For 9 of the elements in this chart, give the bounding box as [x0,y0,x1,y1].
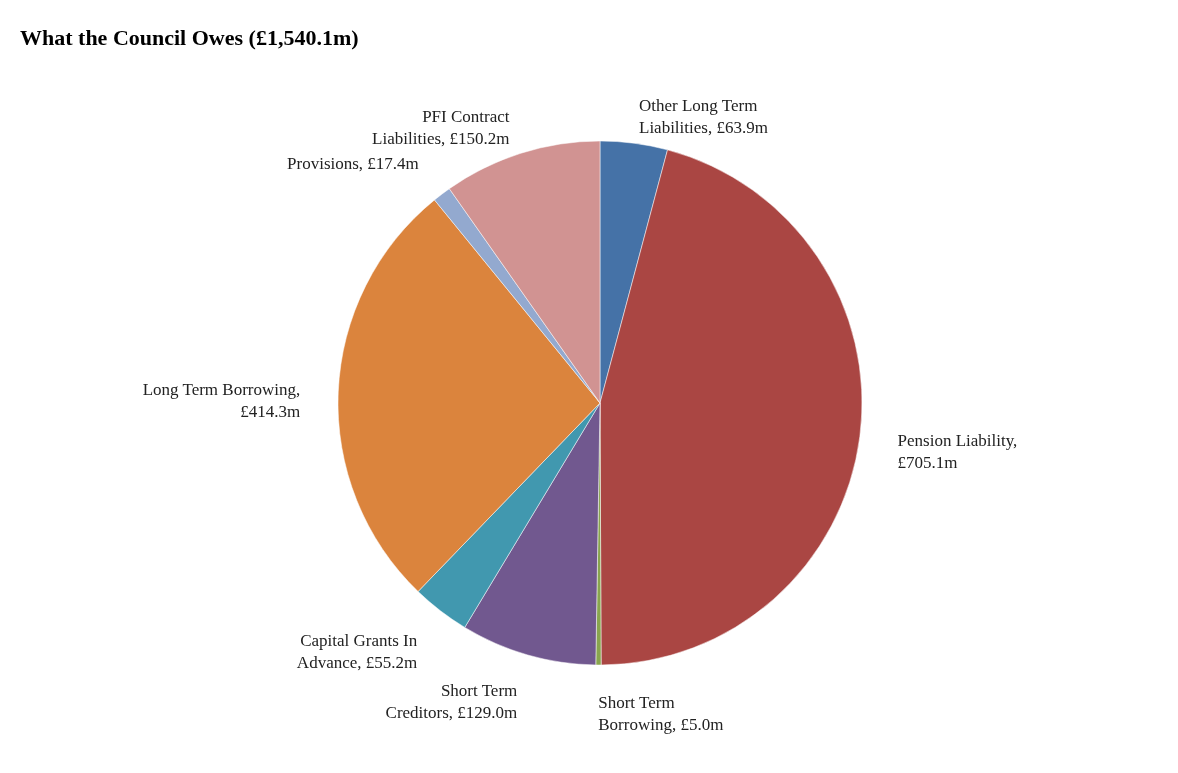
slice-label: Long Term Borrowing, £414.3m [142,380,301,422]
slice-label: Short Term Creditors, £129.0m [385,681,518,723]
slice-label: Capital Grants In Advance, £55.2m [296,630,418,672]
chart-title: What the Council Owes (£1,540.1m) [20,25,359,50]
slice-label: Short Term Borrowing, £5.0m [598,692,724,734]
slice-label: Pension Liability, £705.1m [897,431,1018,473]
slice-label: PFI Contract Liabilities, £150.2m [372,106,510,148]
slice-label: Provisions, £17.4m [287,153,419,173]
slice-label: Other Long Term Liabilities, £63.9m [638,95,768,137]
